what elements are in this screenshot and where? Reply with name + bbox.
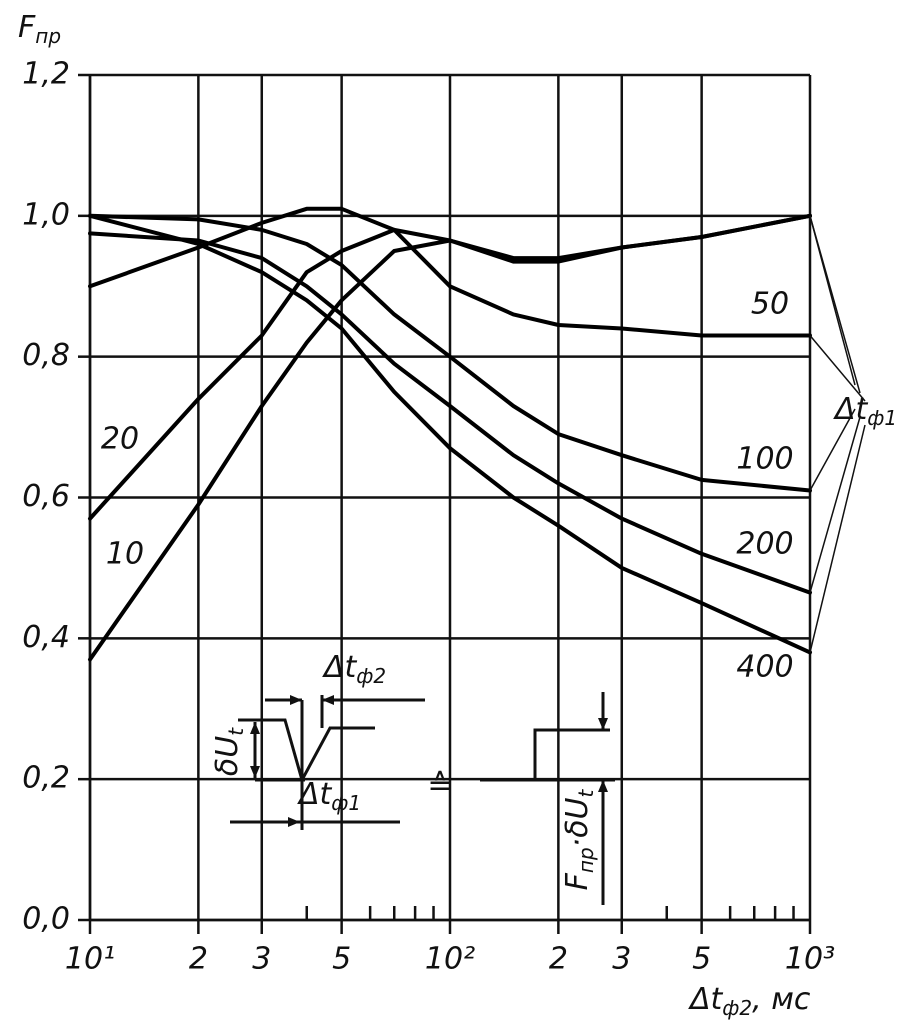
- inset-arrowhead: [598, 718, 608, 730]
- x-tick-label: 5: [332, 942, 351, 977]
- inset-pulse: [238, 718, 375, 784]
- inset-arrowhead: [290, 695, 302, 705]
- x-tick-label: 10³: [785, 942, 835, 977]
- y-tick-label: 1,0: [22, 197, 70, 232]
- y-tick-label: 0,6: [22, 479, 70, 514]
- series-label: 400: [736, 650, 793, 685]
- subscript: t: [574, 788, 598, 797]
- text-part: ·δU: [560, 797, 595, 847]
- series-label: 10: [106, 537, 144, 572]
- text-part: Δt: [297, 777, 333, 812]
- leader-line: [809, 416, 861, 593]
- leader-line: [809, 215, 861, 394]
- x-tick-label: 10²: [425, 942, 475, 977]
- subscript: ф2: [356, 664, 386, 688]
- series-line: [88, 213, 812, 493]
- subscript: t: [224, 727, 248, 736]
- text-part: F: [18, 10, 36, 45]
- y-axis-label: Fпр: [18, 10, 61, 48]
- leader-line: [809, 408, 856, 491]
- inset-step: [480, 728, 610, 782]
- x-tick-label: 5: [692, 942, 711, 977]
- text-part: Δt: [833, 392, 869, 427]
- x-tick-label: 3: [612, 942, 631, 977]
- text-part: Δt: [322, 650, 358, 685]
- inset-label: Δtф2: [322, 650, 386, 688]
- subscript: пр: [574, 847, 598, 873]
- inset-label: ≙: [427, 768, 452, 803]
- series-label: 200: [736, 527, 793, 562]
- leader-line: [809, 335, 866, 402]
- inset-arrowhead: [288, 817, 300, 827]
- text-part: , мс: [752, 982, 811, 1017]
- series-line: [88, 213, 812, 521]
- text-part: δU: [210, 736, 245, 776]
- inset-arrowhead: [250, 722, 260, 734]
- y-tick-label: 0,4: [22, 620, 70, 655]
- inset-arrowhead: [250, 766, 260, 778]
- subscript: ф1: [867, 406, 897, 430]
- y-tick-label: 0,8: [22, 338, 70, 373]
- series-line: [88, 231, 812, 595]
- subscript: ф1: [331, 791, 361, 815]
- y-tick-label: 0,2: [22, 761, 70, 796]
- leader-line: [809, 424, 866, 653]
- inset-arrowhead: [322, 695, 334, 705]
- subscript: пр: [35, 24, 61, 48]
- series-label: 20: [101, 422, 139, 457]
- series-label: 50: [751, 287, 789, 322]
- text-part: ≙: [427, 768, 452, 803]
- x-axis-label: Δtф2, мс: [688, 982, 811, 1020]
- series-label: 100: [736, 442, 793, 477]
- x-tick-label: 10¹: [65, 942, 115, 977]
- subscript: ф2: [722, 996, 752, 1020]
- inset-label: Fпр·δUt: [560, 788, 598, 890]
- text-part: F: [560, 872, 595, 890]
- y-tick-label: 0,0: [22, 902, 70, 937]
- text-part: Δt: [688, 982, 724, 1017]
- y-tick-label: 1,2: [22, 57, 70, 92]
- inset-label: Δtф1: [297, 777, 361, 815]
- inset-diagram: [230, 692, 615, 905]
- inset-label: δUt: [210, 727, 248, 776]
- series-line: [88, 213, 812, 655]
- series-annotation: Δtф1: [833, 392, 897, 430]
- inset-arrowhead: [598, 780, 608, 792]
- x-tick-label: 3: [252, 942, 271, 977]
- x-tick-label: 2: [189, 942, 208, 977]
- x-tick-label: 2: [549, 942, 568, 977]
